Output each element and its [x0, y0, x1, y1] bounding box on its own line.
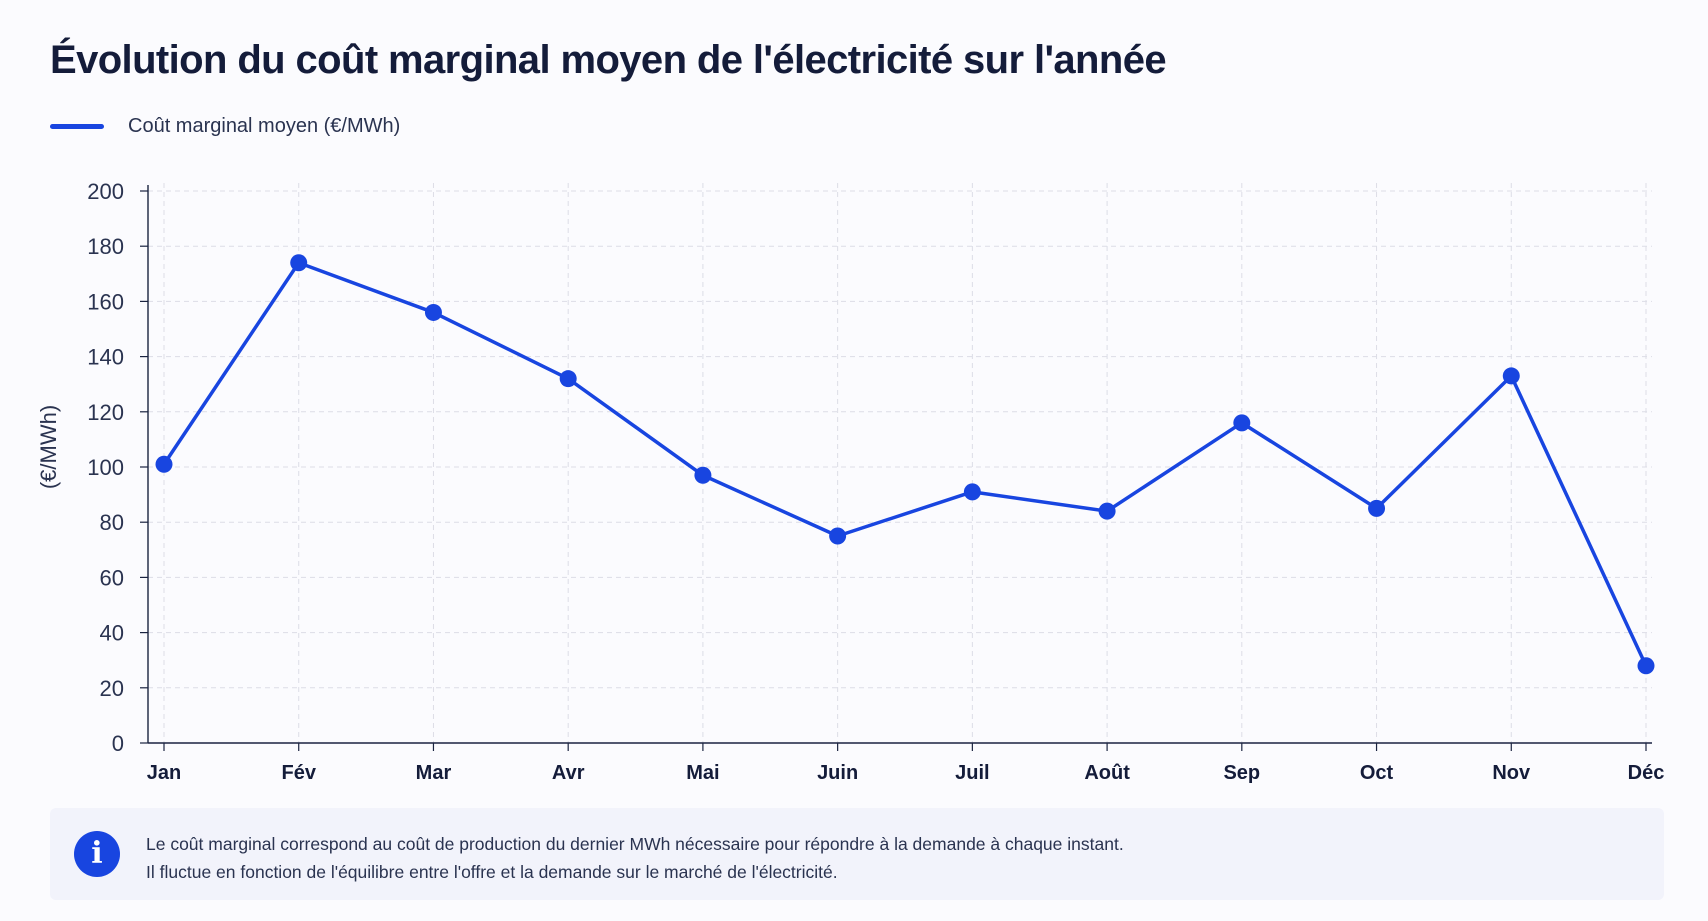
series-line — [162, 261, 1648, 667]
y-tick-label: 180 — [87, 234, 124, 259]
data-point[interactable] — [1368, 499, 1386, 517]
x-tick-label: Déc — [1628, 762, 1665, 784]
data-point[interactable] — [290, 254, 308, 272]
x-tick-label: Mar — [416, 762, 452, 784]
info-icon: i — [74, 831, 120, 877]
data-point[interactable] — [829, 527, 847, 545]
x-tick-label: Oct — [1360, 762, 1394, 784]
legend-label: Coût marginal moyen (€/MWh) — [128, 115, 401, 137]
y-tick-label: 140 — [87, 345, 124, 370]
x-tick-label: Avr — [552, 762, 585, 784]
y-tick-label: 20 — [100, 676, 124, 701]
x-tick-label: Mai — [686, 762, 719, 784]
y-tick-label: 120 — [87, 400, 124, 425]
x-tick-label: Juin — [817, 762, 858, 784]
x-tick-label: Août — [1084, 762, 1130, 784]
legend-swatch — [50, 124, 104, 129]
info-line-1: Le coût marginal correspond au coût de p… — [146, 834, 1124, 854]
data-point[interactable] — [1098, 502, 1116, 520]
x-tick-label: Nov — [1492, 762, 1531, 784]
data-point[interactable] — [963, 483, 981, 501]
x-tick-label: Fév — [281, 762, 316, 784]
x-tick-label: Juil — [955, 762, 989, 784]
y-tick-label: 160 — [87, 289, 124, 314]
data-point[interactable] — [1637, 657, 1655, 675]
chart-legend: Coût marginal moyen (€/MWh) — [50, 115, 400, 138]
chart-grid — [148, 183, 1652, 743]
data-point[interactable] — [1502, 367, 1520, 385]
data-point[interactable] — [155, 455, 173, 473]
chart-title: Évolution du coût marginal moyen de l'él… — [50, 38, 1167, 82]
y-tick-label: 100 — [87, 455, 124, 480]
y-tick-label: 200 — [87, 179, 124, 204]
data-point[interactable] — [694, 466, 712, 484]
y-axis-ticks: 0 20 40 60 80 100 120 140 160 180 200 — [87, 179, 124, 756]
line-chart: 0 20 40 60 80 100 120 140 160 180 200 Jan Fév Mar Avr… — [36, 179, 1665, 784]
data-point[interactable] — [1233, 414, 1251, 432]
x-axis-ticks: Jan Fév Mar Avr Mai Juin Juil Août Sep Oct Nov Déc — [147, 762, 1665, 784]
y-tick-label: 60 — [100, 565, 124, 590]
series-line-group — [155, 254, 1655, 675]
info-text: Le coût marginal correspond au coût de p… — [146, 830, 1124, 886]
chart-axes — [140, 185, 1652, 751]
data-point[interactable] — [424, 303, 442, 321]
y-axis-label: (€/MWh) — [36, 405, 61, 489]
y-tick-label: 40 — [100, 621, 124, 646]
info-box: i Le coût marginal correspond au coût de… — [50, 808, 1664, 900]
info-line-2: Il fluctue en fonction de l'équilibre en… — [146, 862, 838, 882]
x-tick-label: Jan — [147, 762, 181, 784]
y-tick-label: 0 — [112, 731, 124, 756]
y-tick-label: 80 — [100, 510, 124, 535]
data-point[interactable] — [559, 370, 577, 388]
x-tick-label: Sep — [1223, 762, 1260, 784]
